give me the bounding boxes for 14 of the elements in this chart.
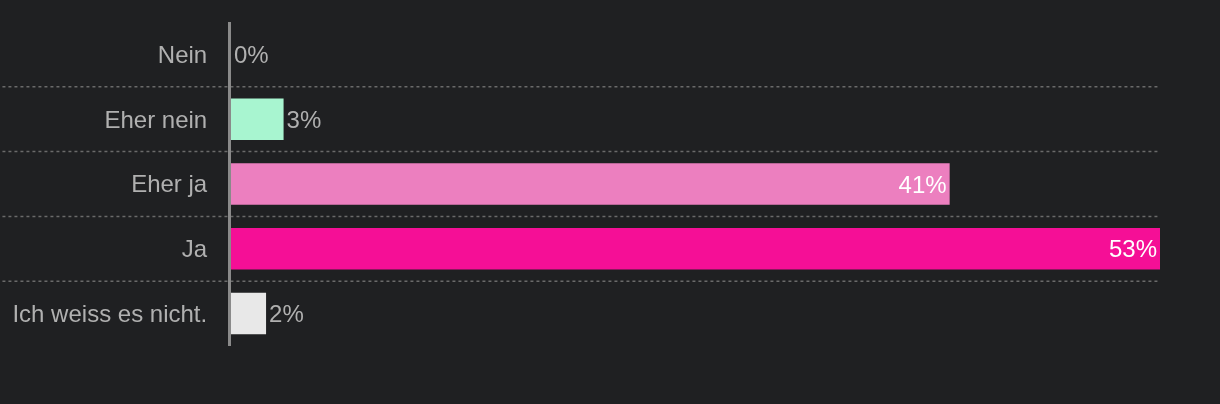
data-label: 53% <box>1108 235 1157 263</box>
bar <box>231 98 284 140</box>
bar <box>231 292 267 335</box>
y-tick-label: Eher ja <box>131 170 208 198</box>
data-label: 3% <box>286 105 322 133</box>
y-tick-label: Ja <box>181 235 208 263</box>
data-label: 2% <box>269 300 304 328</box>
data-label: 41% <box>898 170 947 198</box>
y-tick-label: Nein <box>157 40 208 68</box>
data-label: 0% <box>234 40 269 68</box>
bar <box>231 228 1160 270</box>
y-tick-label: Eher nein <box>104 105 208 133</box>
bar <box>231 163 950 205</box>
y-tick-label: Ich weiss es nicht. <box>12 300 208 327</box>
